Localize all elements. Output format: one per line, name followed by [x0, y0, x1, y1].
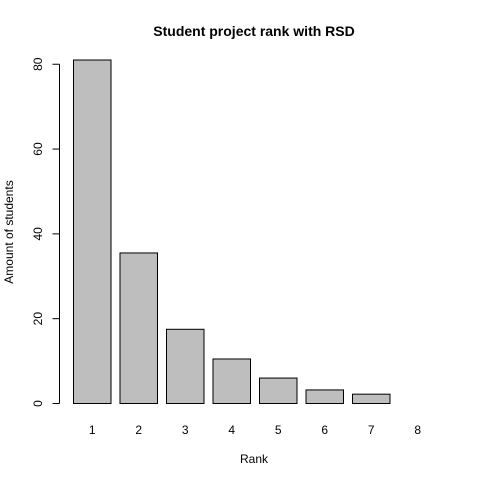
- y-tick-label: 60: [31, 142, 45, 156]
- chart-title: Student project rank with RSD: [153, 23, 354, 39]
- bar-rank-2: [119, 252, 158, 404]
- bar-rank-3: [166, 328, 205, 405]
- bar-rank-4: [212, 358, 251, 405]
- x-tick-label: 6: [321, 423, 328, 437]
- bar-rank-7: [352, 393, 391, 405]
- bar-rank-1: [73, 59, 112, 404]
- x-tick-label: 8: [414, 423, 421, 437]
- x-tick-label: 4: [228, 423, 235, 437]
- y-axis: 0 20 40 60 80: [31, 57, 60, 407]
- x-tick-label: 5: [275, 423, 282, 437]
- y-tick-label: 0: [31, 400, 45, 407]
- x-tick-label: 2: [135, 423, 142, 437]
- y-tick-label: 80: [31, 57, 45, 71]
- y-axis-label: Amount of students: [2, 180, 16, 283]
- bars-group: [73, 59, 391, 405]
- x-axis-label: Rank: [240, 452, 269, 466]
- y-tick-label: 20: [31, 312, 45, 326]
- y-tick-label: 40: [31, 227, 45, 241]
- x-tick-label: 7: [368, 423, 375, 437]
- x-tick-label: 1: [89, 423, 96, 437]
- bar-rank-5: [259, 377, 298, 404]
- x-tick-label: 3: [182, 423, 189, 437]
- bar-rank-6: [305, 389, 344, 404]
- x-tick-labels: 1 2 3 4 5 6 7 8: [89, 423, 422, 437]
